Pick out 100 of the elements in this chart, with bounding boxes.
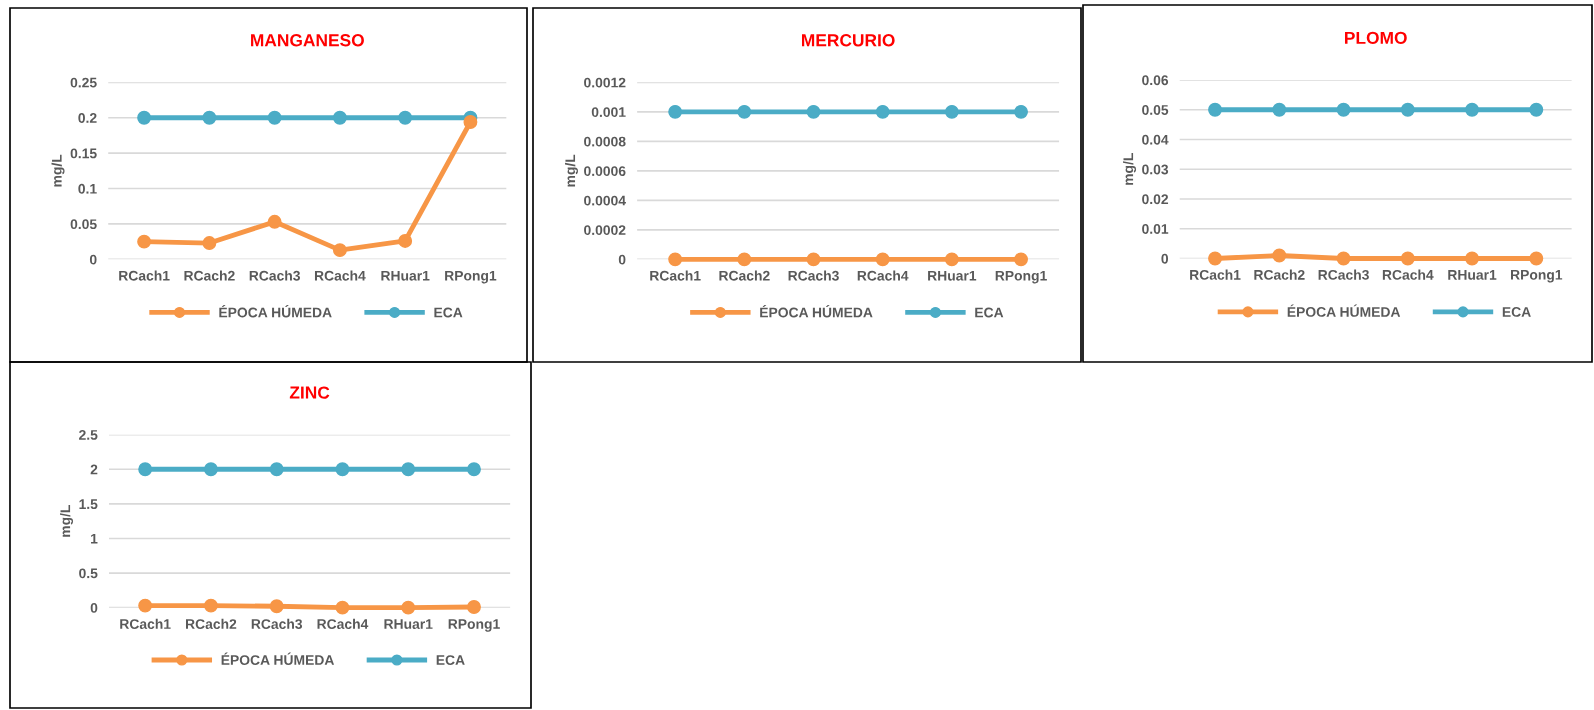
y-tick-label: 0.03 [1142, 164, 1169, 175]
y-tick-label: 1.5 [79, 499, 98, 510]
y-tick-label: 0 [90, 602, 98, 613]
point [138, 462, 153, 477]
chart-title: ZINC [289, 386, 330, 399]
chart-title: MANGANESO [251, 34, 364, 47]
chart-title: MERCURIO [802, 34, 895, 47]
point [398, 110, 413, 125]
y-tick-label: 1 [91, 533, 98, 544]
x-tick-label: RPong1 [445, 270, 497, 284]
legend-label: ÉPOCA HÚMEDA [1287, 304, 1401, 317]
x-tick-label: RPong1 [995, 270, 1047, 284]
x-tick-label: RCach1 [119, 270, 170, 281]
y-tick-label: 0 [1161, 253, 1169, 264]
point [137, 110, 152, 125]
y-tick-label: 0.0006 [584, 166, 626, 177]
y-tick-label: 0.15 [70, 148, 97, 159]
point [1400, 251, 1415, 266]
y-tick-label: 0.02 [1142, 194, 1169, 205]
point [401, 600, 416, 615]
point [467, 462, 481, 477]
legend-label: ECA [975, 307, 1004, 318]
x-tick-label: RCach2 [1254, 269, 1305, 280]
point [202, 236, 217, 251]
legend-label: ECA [436, 655, 465, 665]
x-tick-label: RCach4 [857, 270, 909, 281]
point [335, 600, 350, 615]
y-tick-label: 2.5 [79, 429, 98, 440]
x-tick-label: RCach3 [249, 270, 300, 281]
y-tick-label: 0.0004 [584, 195, 626, 206]
x-tick-label: RCach2 [186, 618, 237, 629]
point [1272, 248, 1287, 263]
y-tick-label: 0.5 [79, 568, 98, 579]
point [138, 598, 153, 613]
x-tick-label: RCach3 [251, 618, 303, 629]
x-tick-label: RCach4 [314, 270, 366, 281]
y-tick-label: 0.0008 [584, 136, 626, 147]
y-axis-title: mg/L [564, 154, 578, 187]
y-tick-label: 2 [90, 464, 98, 475]
x-tick-label: RPong1 [1511, 270, 1563, 283]
x-tick-label: RPong1 [448, 619, 500, 632]
point [269, 599, 284, 614]
x-tick-label: RCach2 [184, 270, 235, 281]
legend-label: ÉPOCA HÚMEDA [221, 652, 335, 665]
point [1208, 251, 1222, 266]
point [1208, 102, 1222, 117]
point [1272, 102, 1287, 117]
y-axis-title: mg/L [1123, 153, 1137, 185]
point [1400, 102, 1415, 117]
y-tick-label: 0.001 [591, 107, 626, 118]
point [463, 115, 478, 129]
x-tick-label: RCach3 [1318, 269, 1369, 280]
x-tick-label: RHuar1 [381, 270, 430, 281]
point [1465, 251, 1480, 266]
x-tick-label: RHuar1 [928, 270, 977, 281]
y-tick-label: 0 [618, 254, 626, 265]
y-tick-label: 0.05 [1142, 105, 1169, 115]
y-axis-title: mg/L [51, 154, 65, 187]
x-tick-label: RHuar1 [1448, 270, 1497, 280]
point [137, 234, 152, 249]
x-tick-label: RCach4 [1382, 269, 1434, 280]
y-tick-label: 0.01 [1142, 224, 1169, 234]
x-tick-label: RCach1 [1190, 269, 1241, 280]
y-tick-label: 0.0002 [584, 225, 626, 236]
point [202, 110, 217, 125]
legend-label: ECA [434, 307, 463, 318]
x-tick-label: RCach4 [317, 618, 369, 629]
y-tick-label: 0.0012 [584, 77, 626, 88]
point [401, 462, 416, 477]
y-tick-label: 0.2 [78, 113, 97, 123]
point [203, 598, 218, 613]
point [467, 600, 481, 614]
y-tick-label: 0.04 [1142, 134, 1169, 145]
point [332, 110, 347, 125]
x-tick-label: RCach3 [788, 270, 839, 281]
point [1336, 102, 1351, 117]
y-tick-label: 0.1 [78, 183, 97, 194]
point [398, 233, 413, 248]
point [1529, 251, 1544, 266]
point [267, 110, 282, 125]
x-tick-label: RCach2 [719, 270, 770, 281]
point [332, 243, 347, 258]
x-tick-label: RCach1 [120, 618, 171, 629]
point [1529, 102, 1544, 117]
point [269, 462, 284, 477]
x-tick-label: RHuar1 [384, 619, 433, 629]
point [335, 462, 350, 477]
y-tick-label: 0 [89, 254, 97, 265]
legend-label: ÉPOCA HÚMEDA [219, 305, 332, 318]
y-tick-label: 0.25 [70, 77, 97, 88]
legend-label: ECA [1502, 307, 1531, 317]
y-tick-label: 0.05 [70, 219, 97, 230]
chart-title: PLOMO [1345, 31, 1407, 45]
y-tick-label: 0.06 [1142, 75, 1169, 86]
x-tick-label: RCach1 [650, 270, 701, 281]
legend-label: ÉPOCA HÚMEDA [760, 305, 873, 318]
point [1465, 102, 1480, 117]
point [267, 214, 282, 229]
y-axis-title: mg/L [60, 505, 74, 537]
point [203, 462, 218, 477]
